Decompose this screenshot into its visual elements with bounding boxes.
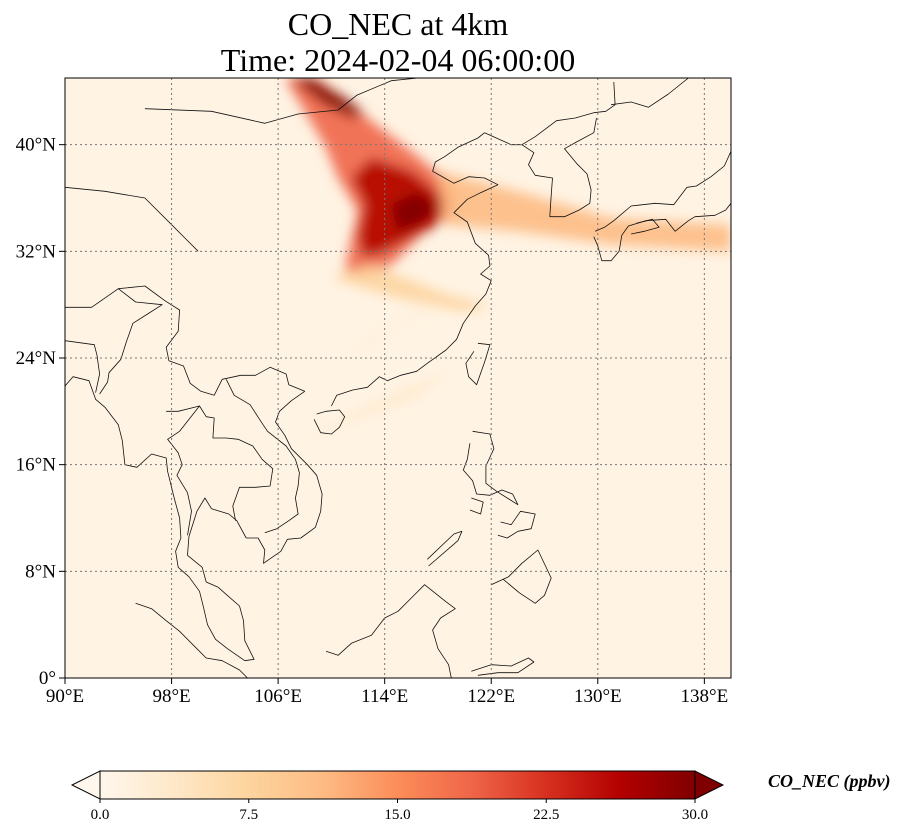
border-china-interior-tibet (65, 186, 199, 252)
border-japan-kyushu-honshu (593, 150, 731, 262)
plume-scs-streak (304, 371, 452, 438)
border-mindoro (469, 497, 484, 515)
border-thailand-laos (199, 405, 274, 521)
lat-tick-label: 16°N (16, 455, 57, 476)
concentration-field (284, 78, 731, 438)
border-china-mongolia-border (144, 78, 419, 124)
lon-tick-label: 122°E (467, 686, 515, 707)
border-visayas (497, 510, 536, 539)
lat-tick-label: 40°N (16, 135, 57, 156)
lon-tick-label: 114°E (361, 686, 408, 707)
border-bangladesh-india (65, 340, 100, 393)
plume-north-core (291, 78, 365, 118)
lat-tick-label: 0° (39, 668, 56, 689)
border-korea (521, 117, 597, 218)
colorbar-tick-label: 22.5 (533, 807, 559, 823)
border-gulf-thailand (65, 376, 255, 662)
colorbar: 0.0 7.5 15.0 22.5 30.0 (70, 770, 725, 823)
border-china-myanmar-border (65, 285, 305, 396)
lat-tick-label: 8°N (25, 561, 56, 582)
plume-south-streak (331, 264, 492, 312)
lon-tick-label: 106°E (254, 686, 302, 707)
plume-central-hot (391, 191, 438, 232)
border-china-coast-north (331, 132, 499, 407)
border-hainan (313, 409, 346, 435)
border-shikoku (631, 218, 660, 235)
lat-tick-label: 32°N (16, 241, 57, 262)
lat-tick-label: 24°N (16, 348, 57, 369)
latitude-ticks: 0° 8°N 16°N 24°N 32°N 40°N (16, 135, 65, 689)
colorbar-tick-label: 30.0 (682, 807, 708, 823)
colorbar-label: CO_NEC (ppbv) (768, 771, 891, 792)
lon-tick-label: 130°E (574, 686, 622, 707)
lon-tick-label: 90°E (46, 686, 84, 707)
map-title-line2: Time: 2024-02-04 06:00:00 (220, 42, 576, 78)
border-taiwan (465, 342, 491, 386)
border-vietnam-coast (246, 390, 323, 564)
border-sulawesi-north (471, 657, 535, 676)
map-title-line1: CO_NEC at 4km (287, 6, 509, 42)
colorbar-tick-label: 15.0 (384, 807, 410, 823)
lon-tick-label: 138°E (681, 686, 729, 707)
border-myanmar-thailand (166, 405, 200, 536)
colorbar-gradient (99, 770, 696, 800)
longitude-ticks: 90°E 98°E 106°E 114°E 122°E 130°E 138°E (46, 678, 728, 707)
border-russia-coast (611, 78, 689, 108)
border-palawan (427, 530, 463, 567)
map-frame (64, 77, 732, 679)
border-india-myanmar (99, 288, 163, 395)
colorbar-extend-low (70, 770, 101, 800)
plume-east-outflow (438, 171, 731, 252)
border-borneo-north (325, 584, 456, 678)
border-sumatra-north (135, 602, 248, 678)
border-mindanao (491, 549, 552, 604)
colorbar-tick-label: 0.0 (91, 807, 110, 823)
colorbar-extend-high (694, 770, 725, 800)
colorbar-tick-label: 7.5 (239, 807, 258, 823)
gridlines (65, 78, 731, 678)
coastlines-and-borders (65, 78, 731, 678)
border-laos-vietnam (225, 379, 300, 534)
lon-tick-label: 98°E (152, 686, 190, 707)
